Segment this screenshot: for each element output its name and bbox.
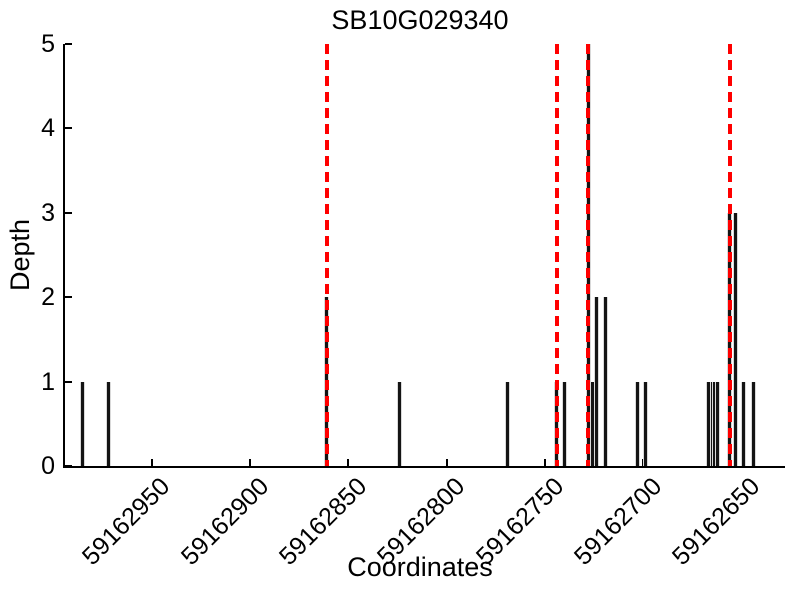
y-tick-label: 2 bbox=[41, 283, 55, 312]
depth-bar bbox=[634, 381, 640, 466]
y-tick-mark bbox=[65, 465, 72, 467]
y-tick-mark bbox=[65, 296, 72, 299]
chart-title: SB10G029340 bbox=[331, 5, 509, 35]
y-tick-mark bbox=[65, 380, 72, 383]
y-axis-label: Depth bbox=[5, 218, 35, 292]
x-tick-mark bbox=[347, 459, 350, 466]
x-tick-mark bbox=[248, 459, 251, 466]
marker-dashed-line bbox=[586, 44, 591, 466]
depth-bar bbox=[505, 381, 511, 466]
depth-bar bbox=[603, 297, 609, 466]
y-axis-line bbox=[63, 44, 65, 468]
y-tick-label: 5 bbox=[41, 30, 55, 58]
y-tick-mark bbox=[65, 127, 72, 130]
x-axis-label: Coordinates bbox=[347, 552, 493, 582]
depth-bar bbox=[105, 381, 111, 466]
x-tick-mark bbox=[445, 459, 448, 466]
y-tick-label: 1 bbox=[41, 367, 55, 396]
depth-bar bbox=[750, 381, 756, 466]
depth-bar bbox=[733, 212, 739, 466]
y-tick-label: 3 bbox=[41, 198, 55, 227]
depth-bar bbox=[741, 381, 747, 466]
depth-bar bbox=[80, 381, 86, 466]
y-tick-mark bbox=[65, 43, 72, 45]
depth-bar bbox=[715, 381, 721, 466]
depth-bar bbox=[396, 381, 402, 466]
y-tick-label: 0 bbox=[41, 452, 55, 480]
marker-dashed-line bbox=[554, 44, 559, 466]
y-tick-label: 4 bbox=[41, 114, 55, 143]
y-tick-mark bbox=[65, 211, 72, 214]
depth-bar bbox=[642, 381, 648, 466]
depth-bar bbox=[562, 381, 568, 466]
x-tick-mark bbox=[150, 459, 153, 466]
marker-dashed-line bbox=[324, 44, 329, 466]
x-axis-line bbox=[63, 466, 785, 468]
marker-dashed-line bbox=[727, 44, 732, 466]
x-tick-mark bbox=[543, 459, 546, 466]
depth-bar bbox=[593, 297, 599, 466]
